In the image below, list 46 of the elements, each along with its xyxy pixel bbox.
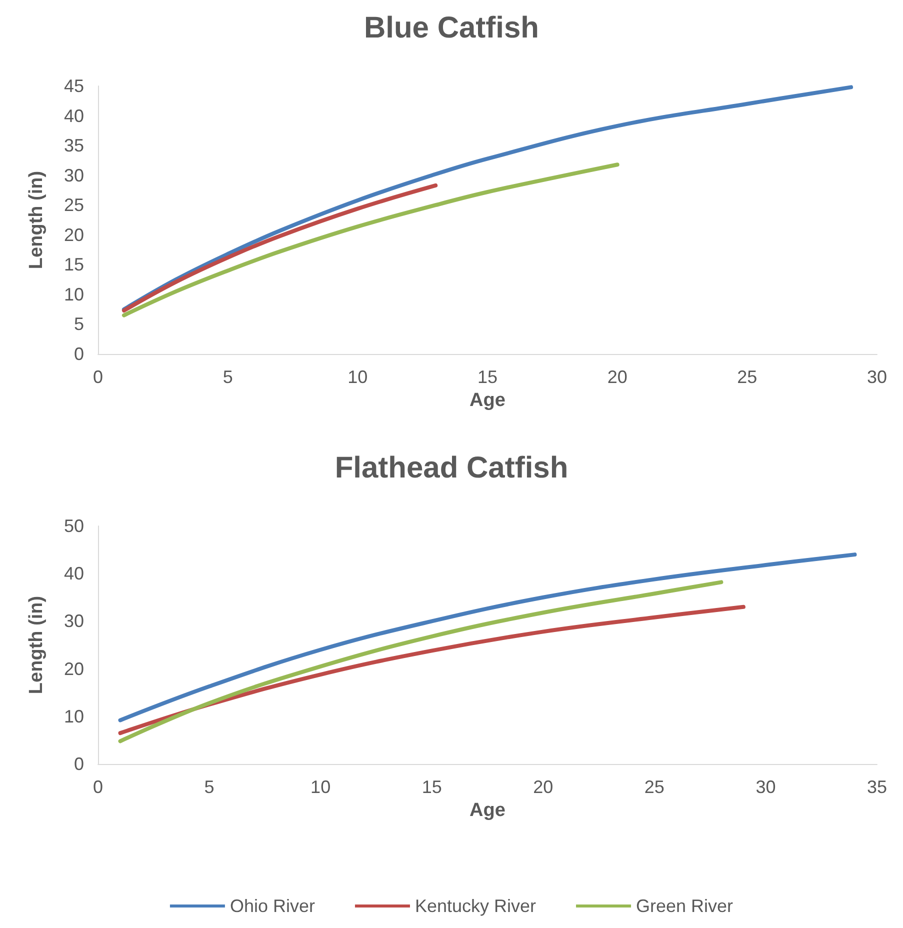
y-axis-title: Length (in) xyxy=(26,596,47,694)
chart-title: Flathead Catfish xyxy=(334,452,568,484)
y-tick-label: 0 xyxy=(74,344,84,364)
x-axis-title: Age xyxy=(470,800,506,821)
y-tick-label: 50 xyxy=(64,516,84,536)
x-tick-label: 25 xyxy=(737,367,758,387)
x-tick-label: 30 xyxy=(756,777,776,797)
x-tick-label: 35 xyxy=(866,777,888,797)
x-tick-label: 0 xyxy=(92,367,104,387)
y-axis-title: Length (in) xyxy=(26,170,47,270)
line-series xyxy=(118,580,724,744)
line-series xyxy=(118,604,746,736)
x-axis-title: Age xyxy=(470,390,506,411)
x-tick-label: 0 xyxy=(92,777,104,797)
line-series xyxy=(122,162,620,318)
y-tick-label: 35 xyxy=(64,136,84,156)
y-tick-label: 20 xyxy=(64,658,84,679)
x-tick-label: 5 xyxy=(204,777,214,797)
x-tick-label: 30 xyxy=(866,367,888,387)
y-tick-label: 40 xyxy=(64,106,84,126)
y-tick-label: 5 xyxy=(74,314,84,334)
x-tick-label: 5 xyxy=(222,367,233,387)
legend-label: Kentucky River xyxy=(414,896,536,916)
y-tick-label: 30 xyxy=(64,611,84,632)
y-tick-label: 25 xyxy=(64,195,84,216)
y-tick-label: 15 xyxy=(64,254,84,275)
y-tick-label: 10 xyxy=(64,284,84,304)
y-tick-label: 0 xyxy=(74,754,84,774)
y-tick-label: 10 xyxy=(64,706,84,726)
x-tick-label: 15 xyxy=(422,777,442,797)
y-tick-label: 30 xyxy=(64,165,84,186)
x-tick-label: 15 xyxy=(477,367,498,387)
x-tick-label: 10 xyxy=(348,367,368,387)
line-series xyxy=(122,85,854,312)
x-tick-label: 20 xyxy=(607,367,628,387)
y-tick-label: 40 xyxy=(64,564,84,584)
x-tick-label: 10 xyxy=(310,777,331,797)
line-series xyxy=(122,183,438,313)
x-tick-label: 25 xyxy=(644,777,664,797)
y-tick-label: 45 xyxy=(64,76,84,96)
x-tick-label: 20 xyxy=(533,777,554,797)
legend-label: Green River xyxy=(636,896,734,916)
y-tick-label: 20 xyxy=(64,224,84,245)
legend-label: Ohio River xyxy=(230,896,315,916)
line-series xyxy=(118,552,857,722)
chart-title: Blue Catfish xyxy=(364,12,540,44)
